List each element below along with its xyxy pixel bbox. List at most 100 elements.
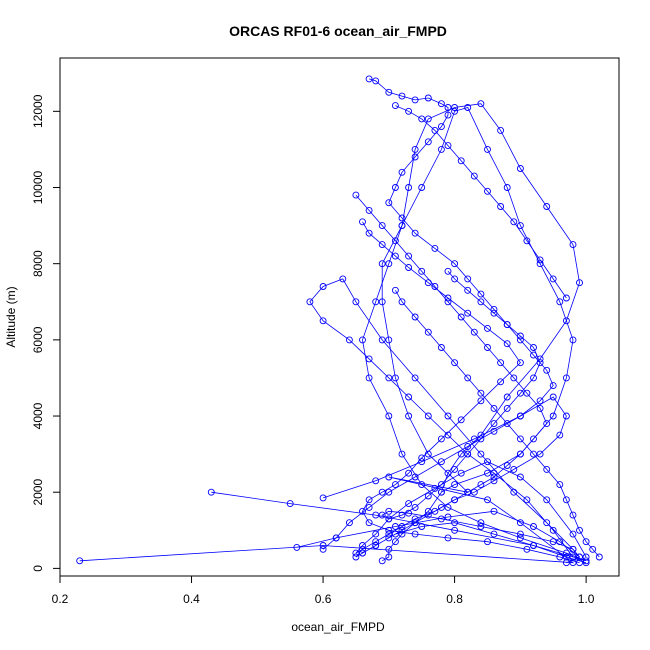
data-point	[405, 500, 413, 508]
data-point	[424, 328, 432, 336]
data-point	[444, 267, 452, 275]
data-point	[431, 484, 439, 492]
data-point	[503, 404, 511, 412]
plot-series	[76, 75, 603, 567]
data-point	[464, 104, 472, 111]
data-point	[470, 488, 478, 496]
data-point	[372, 511, 380, 519]
y-tick-label: 12000	[31, 94, 45, 128]
data-point	[530, 435, 537, 443]
data-point	[405, 107, 413, 115]
data-point	[437, 481, 445, 489]
data-point	[484, 469, 491, 477]
data-point	[424, 511, 432, 519]
series-line	[211, 107, 587, 562]
series-line	[296, 278, 580, 558]
data-point	[549, 393, 557, 401]
data-point	[451, 107, 459, 115]
data-point	[523, 545, 531, 553]
data-point	[510, 465, 518, 473]
series-line	[322, 78, 554, 550]
data-point	[516, 450, 524, 458]
data-point	[543, 366, 551, 374]
data-point	[418, 184, 426, 191]
y-tick-label: 8000	[31, 250, 45, 277]
data-point	[418, 481, 426, 489]
data-point	[398, 511, 406, 519]
data-point	[503, 321, 511, 329]
data-point	[536, 397, 544, 405]
data-point	[464, 309, 472, 317]
data-point	[418, 115, 426, 123]
data-point	[378, 511, 386, 519]
data-point	[569, 336, 577, 344]
y-axis: 0 2000 4000 6000 8000 10000 12000	[31, 94, 61, 572]
data-point	[319, 317, 327, 325]
data-point	[464, 275, 472, 283]
data-point	[556, 298, 564, 306]
data-point	[365, 355, 373, 363]
data-point	[359, 336, 366, 344]
data-point	[569, 545, 577, 553]
data-point	[477, 290, 485, 298]
data-point	[477, 435, 485, 443]
data-point	[411, 313, 419, 321]
data-point	[490, 477, 498, 485]
y-tick-label: 10000	[31, 170, 45, 204]
y-tick-label: 4000	[31, 402, 45, 429]
x-axis-label: ocean_air_FMPD	[291, 620, 385, 634]
data-point	[484, 145, 491, 153]
data-point	[378, 222, 386, 230]
data-point	[411, 519, 419, 527]
data-point	[431, 244, 439, 252]
data-point	[391, 184, 399, 191]
data-point	[477, 298, 485, 306]
data-point	[286, 500, 294, 508]
data-point	[484, 538, 491, 546]
data-point	[543, 519, 551, 527]
data-point	[484, 496, 491, 504]
data-point	[549, 382, 557, 390]
data-point	[503, 184, 511, 191]
data-point	[378, 336, 386, 344]
data-point	[378, 241, 386, 249]
data-point	[405, 252, 413, 260]
x-tick-label: 0.2	[52, 592, 69, 606]
data-point	[549, 412, 557, 420]
data-point	[464, 374, 472, 382]
data-point	[477, 481, 485, 489]
data-point	[437, 344, 445, 351]
data-point	[365, 75, 373, 83]
y-axis-label: Altitude (m)	[4, 286, 18, 347]
data-point	[372, 530, 380, 538]
data-point	[365, 229, 373, 237]
data-point	[470, 328, 478, 336]
data-point	[365, 519, 373, 527]
x-axis: 0.2 0.4 0.6 0.8 1.0	[52, 575, 595, 606]
data-point	[398, 298, 406, 306]
data-point	[385, 336, 393, 344]
data-point	[556, 553, 564, 561]
data-point	[437, 458, 445, 466]
series-5	[352, 191, 590, 567]
data-point	[319, 283, 327, 290]
data-point	[418, 454, 426, 462]
data-point	[359, 549, 366, 557]
data-point	[589, 545, 597, 553]
data-point	[451, 260, 459, 268]
data-point	[556, 431, 564, 439]
data-point	[437, 488, 445, 496]
data-point	[385, 488, 393, 496]
data-point	[398, 214, 406, 222]
data-point	[562, 549, 570, 557]
data-point	[490, 469, 498, 477]
data-point	[359, 218, 366, 226]
data-point	[543, 203, 551, 210]
data-point	[365, 206, 373, 214]
data-point	[464, 443, 472, 450]
data-point	[319, 542, 327, 549]
data-point	[411, 145, 419, 153]
data-point	[424, 279, 432, 287]
data-point	[576, 559, 583, 567]
